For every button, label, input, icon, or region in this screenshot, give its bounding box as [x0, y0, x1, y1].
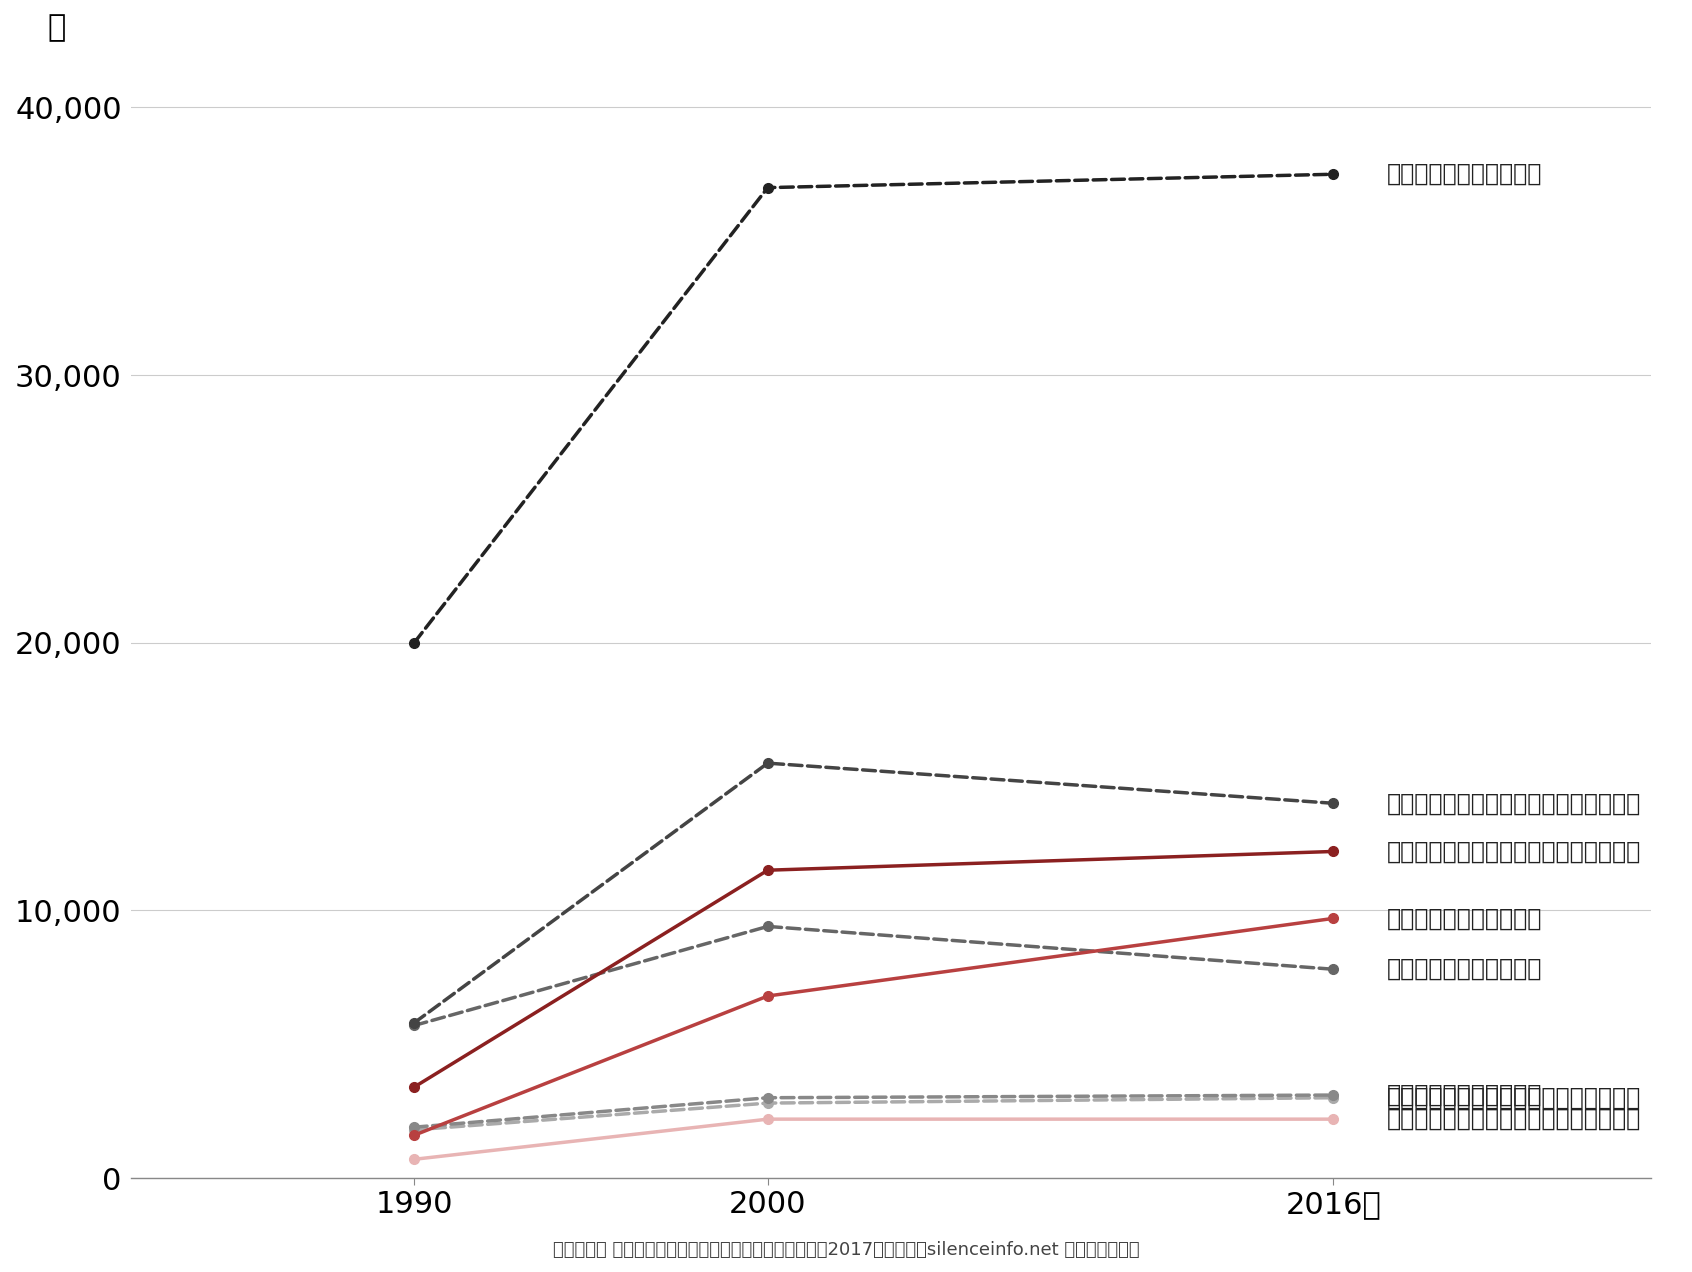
- Text: 男性（博士）：人文・社会科学・その他: 男性（博士）：人文・社会科学・その他: [1386, 1086, 1641, 1109]
- Text: 女性（修士）：自然科学: 女性（修士）：自然科学: [1386, 907, 1541, 930]
- Text: 人: 人: [47, 14, 66, 42]
- Text: 女性（博士）：人文・社会科学・その他: 女性（博士）：人文・社会科学・その他: [1386, 1107, 1641, 1131]
- Text: 女性（修士）：人文・社会科学・その他: 女性（修士）：人文・社会科学・その他: [1386, 840, 1641, 864]
- Text: 男性（修士）：自然科学: 男性（修士）：自然科学: [1386, 163, 1541, 186]
- Text: 男性（修士）：人文・社会科学・その他: 男性（修士）：人文・社会科学・その他: [1386, 791, 1641, 815]
- Text: 文部科学省 科学技術・学術政策研究所、「科学技術指標2017」を基に、silenceinfo.net が加工・作成。: 文部科学省 科学技術・学術政策研究所、「科学技術指標2017」を基に、silen…: [553, 1241, 1139, 1259]
- Text: 男性（博士）：自然科学: 男性（博士）：自然科学: [1386, 958, 1541, 981]
- Text: 女性（博士）：自然科学: 女性（博士）：自然科学: [1386, 1082, 1541, 1107]
